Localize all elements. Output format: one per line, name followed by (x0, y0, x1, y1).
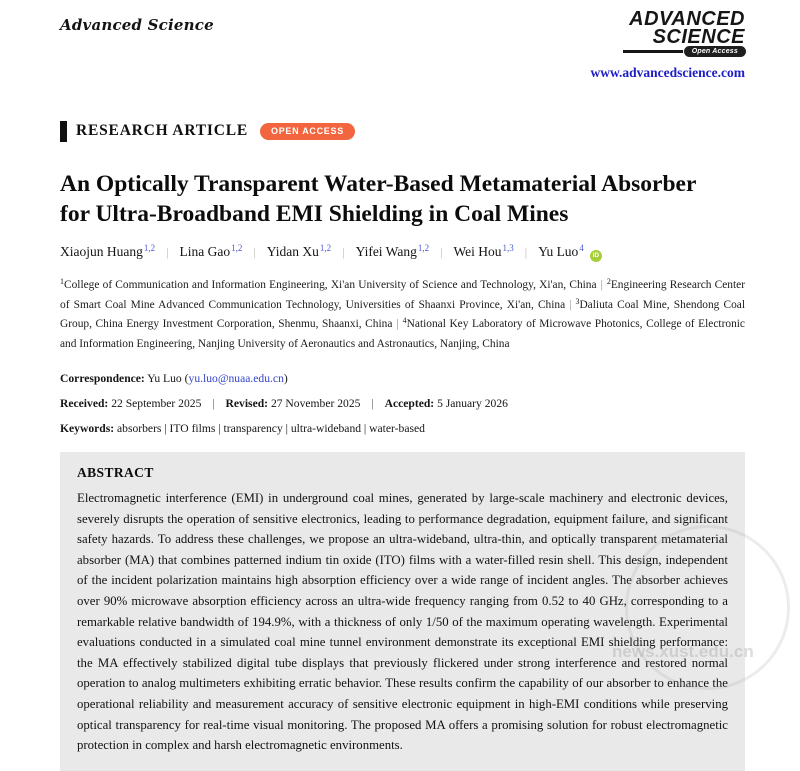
revised-label: Revised: (225, 397, 269, 410)
author-separator: | (524, 245, 528, 259)
affiliation-sup: 2 (606, 277, 611, 286)
abstract-section: ABSTRACT Electromagnetic interference (E… (60, 452, 745, 771)
keywords-line: Keywords: absorbers | ITO films | transp… (60, 422, 745, 435)
logo-word-science: SCIENCE (652, 26, 745, 48)
received-value: 22 September 2025 (111, 397, 202, 410)
meta-separator: | (371, 397, 374, 410)
history-dates-line: Received: 22 September 2025 | Revised: 2… (60, 397, 745, 410)
logo-word-advanced: ADVANCED (629, 8, 745, 30)
author-affil-sup: 1,2 (143, 243, 156, 253)
journal-name: Advanced Science (60, 16, 214, 34)
author-affil-sup: 1,2 (319, 243, 332, 253)
author-name: Yifei Wang (355, 244, 417, 259)
affiliation-text: Daliuta Coal Mine, Shendong Coal Group, … (60, 298, 746, 331)
paren-open: ( (184, 372, 189, 385)
accepted-value: 5 January 2026 (437, 397, 508, 410)
author-separator: | (342, 245, 345, 259)
author-affil-sup: 1,2 (417, 243, 430, 253)
affiliation-sup: 1 (60, 277, 64, 286)
affiliations: 1College of Communication and Informatio… (60, 276, 745, 354)
correspondence-email-link[interactable]: yu.luo@nuaa.edu.cn (188, 372, 284, 385)
author-name: Yu Luo (538, 244, 579, 259)
author-list: Xiaojun Huang1,2 | Lina Gao1,2 | Yidan Xu1,2… (60, 243, 745, 262)
keywords-value: absorbers | ITO films | transparency | u… (117, 422, 425, 435)
author[interactable]: Yifei Wang1,2 (355, 243, 430, 259)
author[interactable]: Lina Gao1,2 (179, 243, 243, 259)
abstract-heading: ABSTRACT (77, 465, 154, 480)
keywords-label: Keywords: (60, 422, 115, 435)
banner-bar-icon (60, 120, 67, 142)
author-name: Yidan Xu (266, 244, 319, 259)
accepted-label: Accepted: (384, 397, 435, 410)
correspondence-name: Yu Luo (147, 372, 182, 385)
author-name: Xiaojun Huang (60, 244, 143, 259)
author[interactable]: Xiaojun Huang1,2 (60, 243, 156, 259)
open-access-logo-badge: Open Access (682, 45, 747, 58)
article-type-label: RESEARCH ARTICLE (76, 122, 249, 139)
author-separator: | (166, 245, 169, 259)
author-name: Wei Hou (453, 244, 502, 259)
affiliation-sup: 4 (402, 316, 407, 325)
received-label: Received: (60, 397, 109, 410)
author-affil-sup: 1,3 (502, 243, 514, 253)
paren-close: ) (283, 372, 288, 385)
article-type-banner: RESEARCH ARTICLE OPEN ACCESS (60, 120, 745, 142)
correspondence-label: Correspondence: (60, 372, 145, 385)
article-title: An Optically Transparent Water-Based Met… (60, 171, 696, 227)
author[interactable]: Yidan Xu1,2 (266, 243, 332, 259)
affiliation-text: Engineering Research Center of Smart Coa… (60, 279, 745, 311)
author-separator: | (253, 245, 256, 259)
affiliation-separator: | (396, 318, 399, 330)
journal-website-link[interactable]: www.advancedscience.com (590, 65, 745, 80)
abstract-text: Electromagnetic interference (EMI) in un… (77, 491, 728, 753)
author-separator: | (440, 245, 443, 259)
correspondence-line: Correspondence: Yu Luo (yu.luo@nuaa.edu.… (60, 372, 745, 385)
open-access-badge: OPEN ACCESS (260, 122, 355, 140)
author-affil-sup: 1,2 (231, 243, 243, 253)
journal-logo: ADVANCED SCIENCE Open Access www.advance… (575, 8, 747, 81)
author[interactable]: Wei Hou1,3 (453, 243, 514, 259)
meta-separator: | (212, 397, 215, 410)
affiliation-separator: | (569, 298, 572, 311)
revised-value: 27 November 2025 (270, 397, 361, 410)
affiliation-text: College of Communication and Information… (64, 279, 597, 291)
orcid-icon[interactable]: iD (589, 250, 602, 262)
affiliation-sup: 3 (575, 296, 580, 306)
logo-rule: Open Access (623, 45, 747, 58)
author-name: Lina Gao (179, 244, 231, 259)
author[interactable]: Yu Luo4 (538, 243, 584, 259)
affiliation-text: National Key Laboratory of Microwave Pho… (60, 318, 745, 350)
affiliation-separator: | (600, 279, 603, 291)
page-header: Advanced Science ADVANCED SCIENCE Open A… (60, 0, 747, 104)
author-affil-sup: 4 (579, 243, 584, 253)
paper-page: Advanced Science ADVANCED SCIENCE Open A… (60, 0, 790, 771)
